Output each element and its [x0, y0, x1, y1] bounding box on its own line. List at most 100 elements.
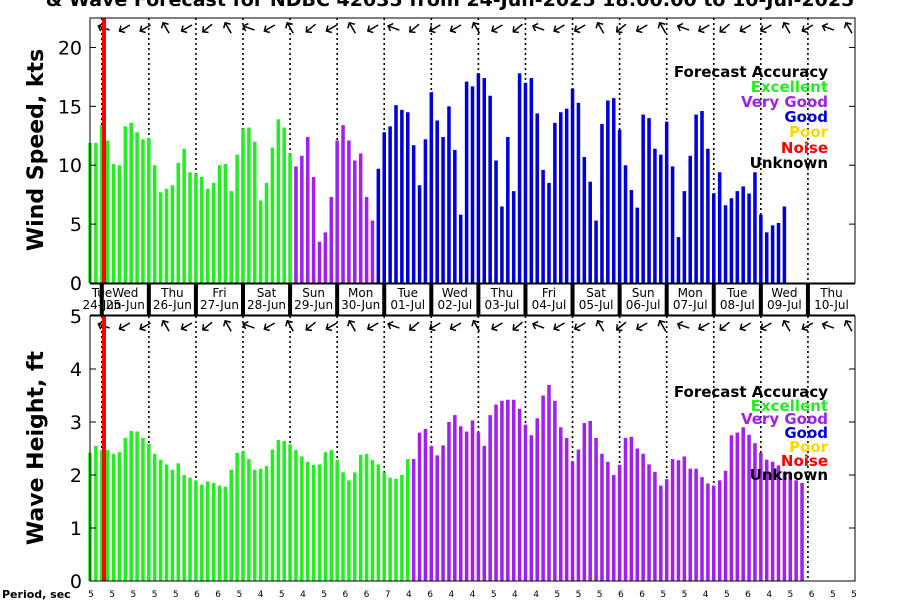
wave-bar [335, 460, 339, 581]
direction-arrow-icon [409, 23, 420, 34]
wind-bar [353, 160, 357, 283]
day-strip-weekday: Fri [542, 286, 556, 300]
wind-speed-y-axis-label: Wind Speed, kts [24, 49, 49, 251]
direction-arrow-icon [242, 22, 255, 32]
wind-bar [141, 139, 145, 283]
day-strip-weekday: Thu [160, 286, 184, 300]
wind-bar [188, 172, 192, 283]
direction-arrow-icon [553, 322, 565, 332]
direction-arrow-icon [387, 22, 400, 32]
wave-bar [629, 436, 634, 581]
wave-bar [258, 468, 263, 581]
wave-bar [623, 437, 628, 581]
wind-bar [559, 112, 563, 283]
wave-bar [317, 464, 322, 581]
wave-bar [347, 480, 351, 581]
wind-bar [276, 119, 281, 284]
direction-arrow-icon [615, 321, 627, 332]
period-value: 5 [321, 590, 327, 600]
wind-bar [117, 165, 122, 283]
wind-bar [641, 114, 645, 283]
day-strip-date: 04-Jul [532, 298, 567, 312]
direction-arrow-icon [821, 22, 835, 32]
wind-y-tick-label: 0 [70, 273, 82, 295]
wave-bar [270, 449, 275, 581]
wave-height-bars [88, 384, 804, 581]
direction-arrow-icon [739, 24, 752, 34]
day-strip-date: 29-Jun [294, 298, 333, 312]
wave-bar [488, 415, 492, 581]
day-strip-separator [664, 284, 669, 315]
direction-arrow-icon [347, 319, 356, 332]
period-value: 6 [809, 590, 815, 600]
direction-arrow-icon [222, 21, 232, 34]
direction-arrow-icon [843, 21, 853, 34]
wave-bar [417, 432, 422, 581]
period-row-label: Period, sec [2, 588, 71, 600]
wave-bar [676, 460, 681, 581]
day-strip-separator [476, 284, 481, 315]
wind-bar [194, 173, 198, 283]
wave-bar [517, 408, 522, 581]
wave-bar [470, 420, 475, 581]
wind-legend-title: Forecast Accuracy [674, 63, 828, 81]
wave-bar [341, 472, 345, 581]
wave-bar [800, 482, 804, 581]
direction-arrow-icon [242, 320, 255, 330]
wind-bar [100, 125, 104, 283]
wave-bar [135, 431, 139, 581]
wave-bar [735, 432, 740, 581]
day-strip-separator [382, 284, 387, 315]
wind-bar [417, 185, 422, 283]
period-value: 6 [639, 590, 645, 600]
period-value: 5 [131, 590, 137, 600]
wind-bar [229, 191, 233, 283]
period-value: 6 [342, 590, 348, 600]
wave-bar [753, 443, 757, 581]
day-strip-separator [711, 284, 716, 315]
period-value: 4 [258, 590, 264, 600]
wave-bar [741, 427, 745, 581]
wave-y-tick-label: 1 [70, 518, 82, 540]
wave-bar [559, 427, 563, 581]
wave-bar [217, 485, 222, 581]
day-strip-separator [570, 284, 575, 315]
wave-y-tick-label: 3 [70, 412, 82, 434]
wind-bar [147, 138, 151, 283]
wave-bar [494, 404, 498, 581]
wind-bar [394, 105, 398, 284]
wind-legend-excellent: Excellent [751, 78, 828, 96]
wind-bar [635, 207, 640, 283]
wind-bar [288, 153, 292, 283]
wind-bar [653, 148, 657, 283]
wave-bar [164, 464, 169, 581]
wind-bar [94, 142, 98, 283]
direction-arrow-icon [821, 320, 835, 330]
wind-bar [411, 145, 416, 283]
wind-bar [482, 78, 487, 283]
wind-bar [376, 168, 381, 283]
wind-bar [358, 153, 363, 283]
wave-bar [588, 420, 592, 581]
wave-bar [411, 459, 416, 581]
direction-arrow-icon [512, 321, 523, 332]
direction-arrow-icon [760, 322, 772, 332]
day-strip-date: 08-Jul [720, 298, 755, 312]
period-value: 5 [236, 590, 242, 600]
day-strip-separator [523, 284, 528, 315]
direction-arrow-icon [531, 22, 545, 32]
wind-bar [500, 206, 504, 283]
wind-bar [664, 121, 669, 284]
wind-bar [105, 140, 110, 283]
wind-bar [270, 147, 275, 283]
direction-arrow-icon [698, 24, 710, 34]
wind-bar [111, 164, 116, 283]
wind-bar [770, 225, 775, 283]
wave-bar [188, 477, 192, 581]
chart-title: & Wave Forecast for NDBC 42035 from 24-J… [46, 0, 855, 11]
day-strip-weekday: Tue [397, 286, 419, 300]
direction-arrow-icon [347, 21, 356, 34]
wind-bar [706, 148, 710, 283]
wave-bar [541, 395, 545, 581]
day-strip-weekday: Fri [212, 286, 226, 300]
